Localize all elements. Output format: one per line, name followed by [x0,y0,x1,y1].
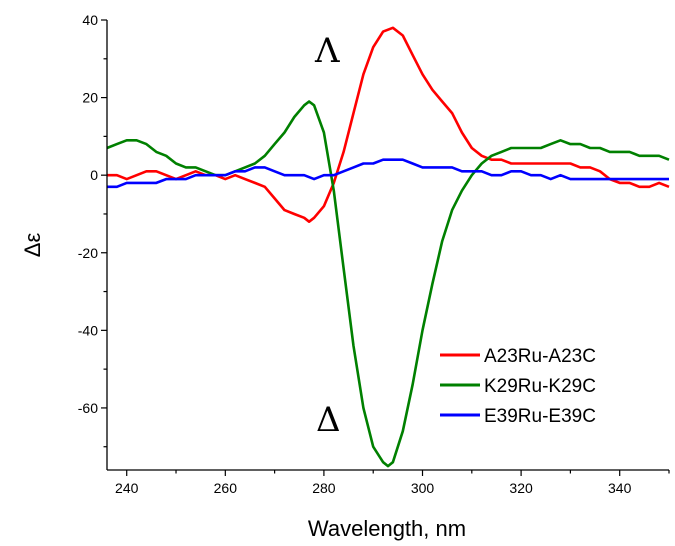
x-axis-title: Wavelength, nm [308,516,466,541]
legend: A23Ru-A23C K29Ru-K29C E39Ru-E39C [440,346,596,427]
x-tick-label: 280 [312,480,336,496]
y-tick-label: 40 [82,12,98,28]
y-tick-label: 20 [82,90,98,106]
y-tick-label: -60 [78,400,98,416]
x-tick-label: 320 [509,480,533,496]
plot-area [106,26,670,468]
legend-label-k29: K29Ru-K29C [484,376,596,397]
y-axis-title: Δε [20,233,45,258]
x-tick-label: 340 [608,480,632,496]
legend-label-e39: E39Ru-E39C [484,406,596,427]
series-line-e39ru-e39c [107,158,669,189]
x-tick-label: 240 [115,480,139,496]
y-tick-label: -20 [78,245,98,261]
legend-label-a23: A23Ru-A23C [484,346,596,367]
axes-frame [106,20,669,471]
annotation-lambda: Λ [314,31,340,71]
annotation-delta: Δ [316,400,341,440]
x-tick-label: 300 [411,480,435,496]
axis-ticks: 240 260 280 300 320 340 40 20 0 -20 -40 -60 [78,12,670,496]
y-tick-label: 0 [90,167,98,183]
series-line-k29ru-k29c [106,100,670,468]
x-tick-label: 260 [214,480,238,496]
y-tick-label: -40 [78,322,98,338]
series-line-a23ru-a23c [107,26,670,223]
